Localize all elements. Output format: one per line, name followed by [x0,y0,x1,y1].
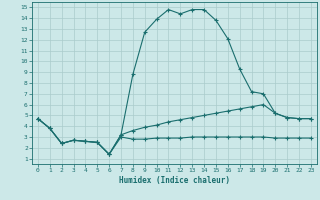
X-axis label: Humidex (Indice chaleur): Humidex (Indice chaleur) [119,176,230,185]
